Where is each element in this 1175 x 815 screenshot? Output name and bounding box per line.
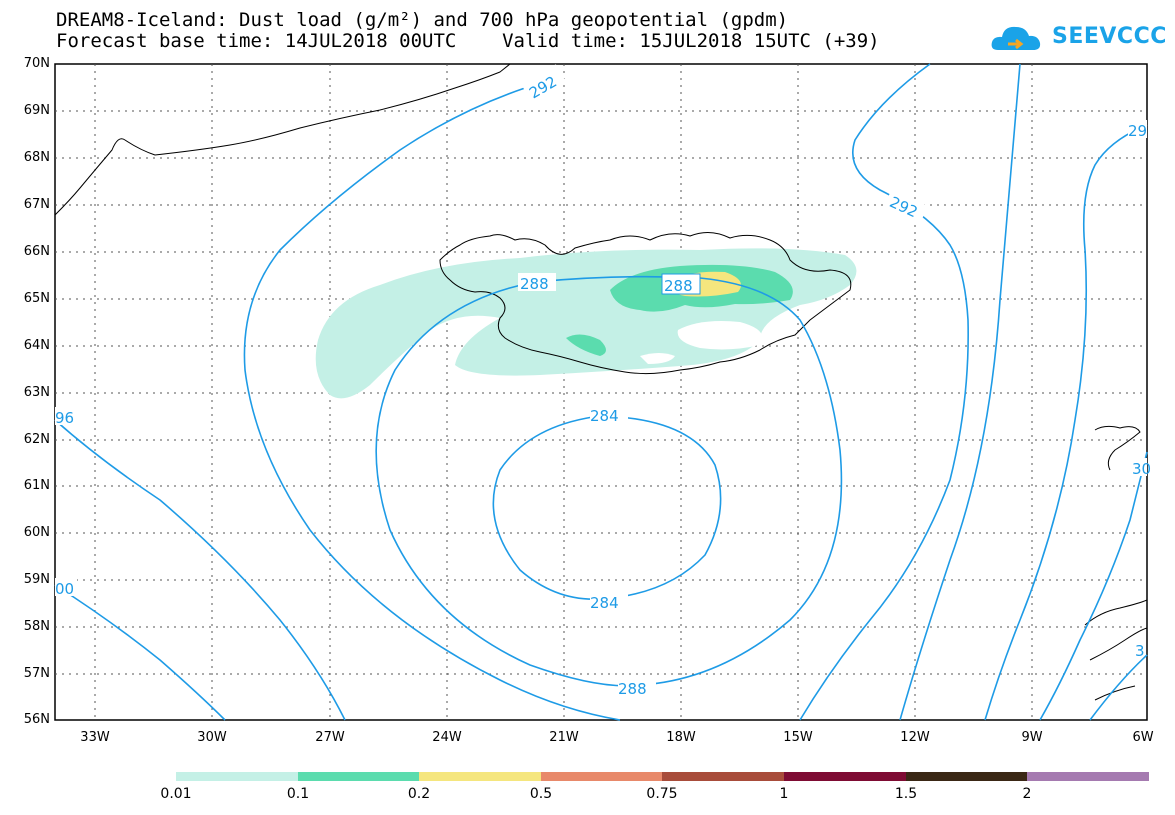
lat-label: 67N bbox=[23, 197, 50, 212]
dust-area-0.1-b bbox=[566, 334, 606, 356]
lon-label: 9W bbox=[1021, 730, 1043, 745]
lon-label: 12W bbox=[900, 730, 930, 745]
lon-label: 27W bbox=[315, 730, 345, 745]
map-subtitle: Forecast base time: 14JUL2018 00UTC Vali… bbox=[56, 30, 880, 52]
lat-label: 56N bbox=[23, 712, 50, 727]
legend-label: 0.2 bbox=[407, 786, 431, 802]
lon-label: 18W bbox=[666, 730, 696, 745]
contour-300-west bbox=[54, 584, 226, 721]
contour-label-288-south: 288 bbox=[618, 680, 647, 698]
legend-label: 0.1 bbox=[286, 786, 310, 802]
legend-swatch-2 bbox=[419, 772, 541, 781]
legend-label: 0.5 bbox=[529, 786, 553, 802]
legend-label: 2 bbox=[1022, 786, 1032, 802]
norway-coast bbox=[1084, 599, 1148, 701]
lat-label: 60N bbox=[23, 525, 50, 540]
contour-292-west bbox=[243, 87, 621, 721]
contour-mid-east bbox=[899, 63, 1021, 721]
logo-text: SEEVCCC bbox=[1052, 24, 1167, 49]
legend-swatch-1 bbox=[298, 772, 419, 781]
legend-swatch-4 bbox=[662, 772, 784, 781]
contour-288 bbox=[375, 275, 843, 687]
dust-gap-white bbox=[677, 321, 763, 350]
greenland-coast bbox=[54, 63, 511, 216]
lat-label: 68N bbox=[23, 150, 50, 165]
contour-label-288-iceland: 288 bbox=[664, 277, 693, 295]
lat-label: 61N bbox=[23, 478, 50, 493]
legend-swatch-6 bbox=[906, 772, 1027, 781]
lat-label: 63N bbox=[23, 385, 50, 400]
contour-3-se bbox=[1089, 654, 1148, 721]
legend-swatch-7 bbox=[1027, 772, 1149, 781]
contour-292-east bbox=[799, 63, 969, 721]
lon-label: 6W bbox=[1132, 730, 1154, 745]
legend-label: 1 bbox=[779, 786, 789, 802]
geopotential-contours bbox=[54, 63, 1148, 721]
contour-label-288-west: 288 bbox=[520, 275, 549, 293]
coastlines bbox=[54, 63, 1148, 701]
legend-swatch-0 bbox=[176, 772, 298, 781]
dust-gap-white-2 bbox=[640, 353, 675, 364]
contour-296-west bbox=[54, 419, 346, 721]
iceland-coast bbox=[439, 232, 852, 375]
map-title: DREAM8-Iceland: Dust load (g/m²) and 700… bbox=[56, 9, 789, 31]
contour-label-3-se: 3 bbox=[1135, 642, 1145, 660]
lat-label: 62N bbox=[23, 432, 50, 447]
contour-label-284-north: 284 bbox=[590, 407, 619, 425]
legend-label: 0.01 bbox=[160, 786, 192, 802]
lon-label: 21W bbox=[549, 730, 579, 745]
contour-label-284-south: 284 bbox=[590, 594, 619, 612]
lon-label: 24W bbox=[432, 730, 462, 745]
lon-label: 30W bbox=[197, 730, 227, 745]
contour-label-30-east: 30 bbox=[1132, 460, 1151, 478]
lon-label: 33W bbox=[80, 730, 110, 745]
lat-label: 57N bbox=[23, 666, 50, 681]
legend-label: 1.5 bbox=[894, 786, 918, 802]
contour-label-00-west: 00 bbox=[55, 580, 74, 598]
scotland-coast bbox=[1094, 425, 1141, 471]
contour-30-east bbox=[1039, 451, 1148, 721]
contour-29-ne bbox=[984, 124, 1148, 721]
legend-label: 0.75 bbox=[646, 786, 678, 802]
lat-label: 66N bbox=[23, 244, 50, 259]
lat-label: 69N bbox=[23, 103, 50, 118]
lat-label: 58N bbox=[23, 619, 50, 634]
contour-label-96-west: 96 bbox=[55, 409, 74, 427]
plot-frame bbox=[54, 63, 1148, 721]
lat-label: 65N bbox=[23, 291, 50, 306]
contour-label-29-ne: 29 bbox=[1128, 122, 1147, 140]
lat-label: 59N bbox=[23, 572, 50, 587]
legend-swatch-3 bbox=[541, 772, 662, 781]
lat-label: 70N bbox=[23, 56, 50, 71]
lon-label: 15W bbox=[783, 730, 813, 745]
legend-swatch-5 bbox=[784, 772, 906, 781]
seevccc-logo-icon bbox=[991, 26, 1041, 50]
lat-label: 64N bbox=[23, 338, 50, 353]
